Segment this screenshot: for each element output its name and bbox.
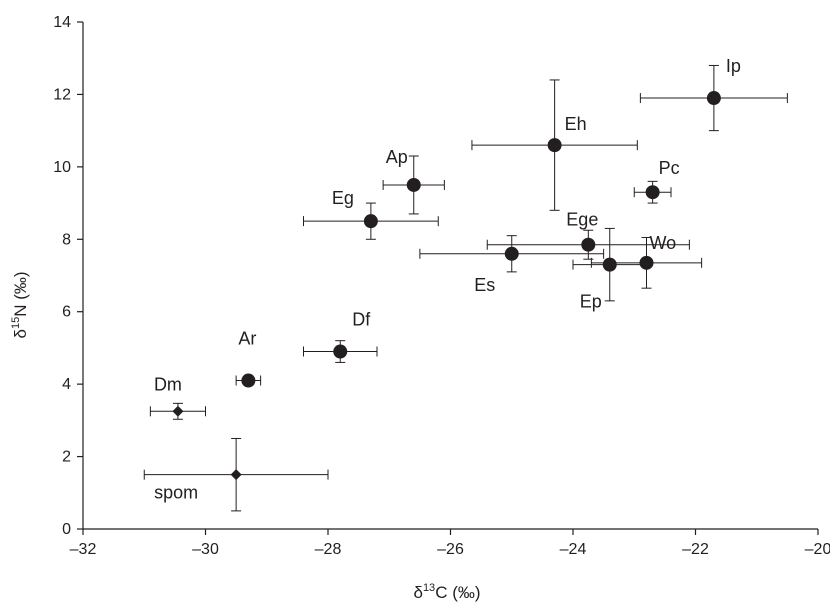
x-tick-label: –24 [560,541,587,558]
point-label: Es [474,275,495,295]
data-point-eh: Eh [471,79,638,211]
point-label: Ip [726,56,741,76]
point-label: Ar [238,329,256,349]
diamond-marker [172,405,184,417]
y-tick-label: 0 [62,521,71,538]
point-label: Ege [566,210,598,230]
circle-marker [602,257,617,272]
circle-marker [706,91,721,106]
x-tick-label: –30 [192,541,219,558]
y-tick-label: 4 [62,376,71,393]
data-point-pc: Pc [633,158,680,204]
y-tick-label: 14 [53,14,71,31]
data-point-df: Df [303,310,378,363]
point-label: spom [154,483,198,503]
data-point-ap: Ap [382,147,445,215]
circle-marker [363,214,378,229]
point-label: Df [352,310,371,330]
data-point-ip: Ip [639,56,788,132]
data-point-ar: Ar [235,329,262,388]
y-tick-label: 6 [62,304,71,321]
circle-marker [406,177,421,192]
data-point-ege: Ege [486,210,690,260]
point-label: Ap [386,147,408,167]
x-tick-label: –32 [70,541,97,558]
point-label: Pc [659,158,680,178]
circle-marker [504,246,519,261]
circle-marker [241,373,256,388]
point-label: Eh [565,114,587,134]
data-point-ep: Ep [572,227,647,312]
diamond-marker [230,469,242,481]
point-label: Eg [332,188,354,208]
circle-marker [547,138,562,153]
y-tick-label: 8 [62,231,71,248]
point-label: Wo [650,233,677,253]
x-tick-label: –22 [682,541,709,558]
data-points: Ip Eh Pc Ap Eg Ege Wo Es Ep Df Ar Dm spom [143,56,788,512]
circle-marker [581,237,596,252]
point-label: Dm [154,374,182,394]
y-tick-label: 2 [62,449,71,466]
x-axis-label: δ13C (‰) [413,582,480,602]
x-tick-label: –26 [437,541,464,558]
y-axis-ticks: 0 2 4 6 8 10 12 14 [53,14,83,538]
data-point-eg: Eg [303,188,439,240]
point-label: Ep [580,292,602,312]
y-tick-label: 12 [53,86,71,103]
circle-marker [333,344,348,359]
x-tick-label: –20 [805,541,830,558]
y-tick-label: 10 [53,159,71,176]
x-axis-ticks: –32 –30 –28 –26 –24 –22 –20 [70,529,830,558]
data-point-dm: Dm [149,374,206,420]
x-tick-label: –28 [315,541,342,558]
y-axis-label: δ15N (‰) [10,271,30,338]
circle-marker [645,185,660,200]
data-point-es: Es [419,235,605,295]
data-point-spom: spom [143,437,329,512]
